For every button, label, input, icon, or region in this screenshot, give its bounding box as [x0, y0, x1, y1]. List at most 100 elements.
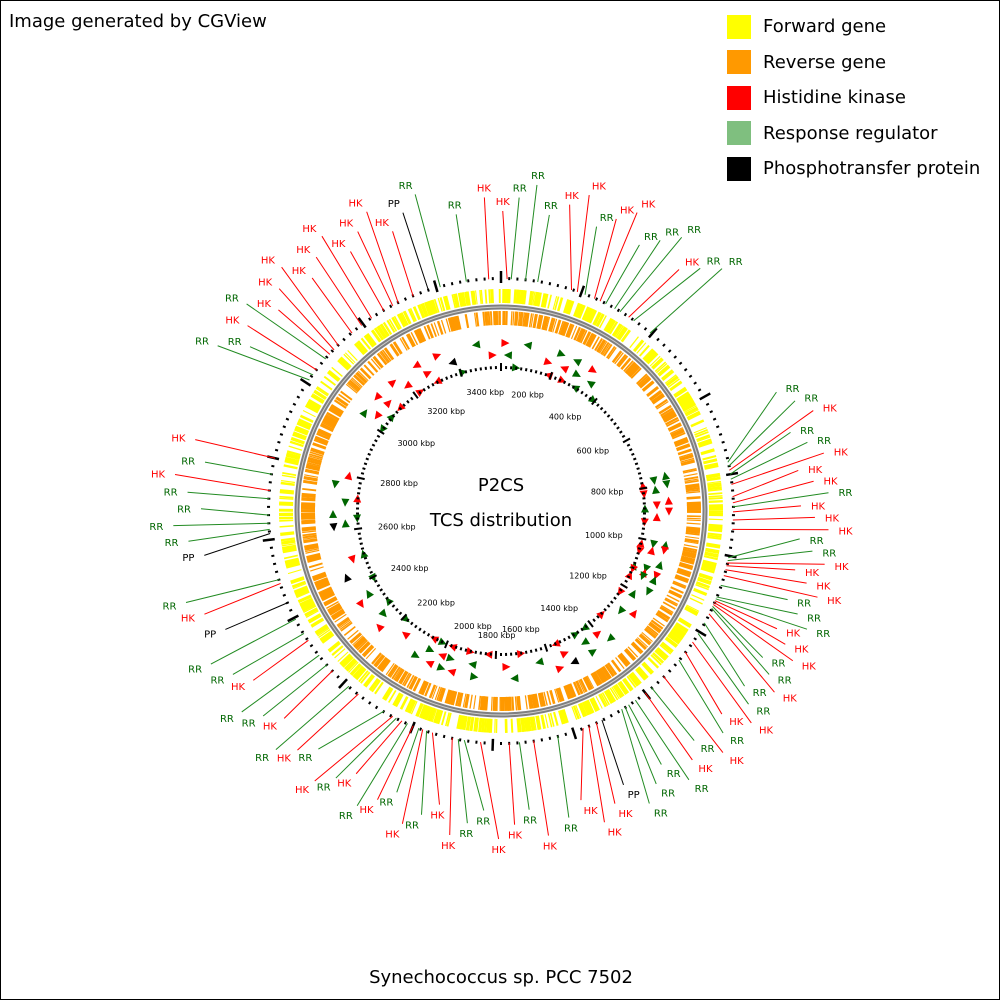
- forward-gene-mark: [404, 310, 412, 324]
- legend-label-histidine-kinase: Histidine kinase: [763, 87, 906, 109]
- forward-gene-mark: [344, 352, 356, 364]
- forward-gene-mark: [321, 633, 335, 644]
- reverse-gene-mark: [409, 676, 418, 690]
- outer-minor-tick: [667, 349, 672, 353]
- reverse-gene-mark: [597, 339, 607, 353]
- callout-line: [712, 606, 764, 658]
- reverse-gene-mark: [532, 693, 538, 709]
- outer-minor-tick: [389, 304, 393, 309]
- reverse-gene-mark: [648, 623, 660, 634]
- feature-marker-hk: [383, 399, 392, 409]
- forward-gene-mark: [584, 700, 593, 715]
- scale-minor-tick: [567, 635, 571, 640]
- forward-gene-mark: [559, 709, 567, 724]
- feature-marker-rr: [650, 539, 659, 549]
- reverse-gene-mark: [685, 535, 700, 539]
- forward-gene-mark: [339, 653, 352, 666]
- reverse-gene-mark: [636, 373, 648, 385]
- reverse-gene-mark: [357, 370, 369, 382]
- scale-minor-tick: [440, 378, 444, 382]
- outer-minor-tick: [309, 374, 314, 379]
- scale-minor-tick: [469, 649, 473, 653]
- reverse-gene-mark: [353, 637, 367, 649]
- scale-minor-tick: [459, 647, 463, 651]
- scale-minor-tick: [371, 443, 376, 447]
- outer-major-tick: [432, 280, 439, 293]
- outer-minor-tick: [693, 637, 697, 641]
- callout-line: [275, 685, 350, 750]
- reverse-gene-mark: [557, 687, 564, 702]
- forward-gene-mark: [614, 683, 625, 698]
- reverse-gene-mark: [558, 320, 564, 335]
- outer-major-tick: [647, 327, 658, 339]
- forward-gene-mark: [600, 693, 609, 707]
- forward-gene-mark: [473, 717, 479, 732]
- reverse-gene-mark: [322, 417, 337, 427]
- feature-marker-rr: [662, 479, 671, 489]
- scale-major-tick: [591, 397, 598, 406]
- callout-label-hk: HK: [835, 562, 850, 573]
- reverse-gene-mark: [603, 343, 613, 357]
- forward-gene-mark: [654, 649, 667, 661]
- forward-gene-mark: [695, 583, 709, 591]
- forward-gene-mark: [705, 547, 720, 552]
- forward-gene-mark: [437, 297, 443, 312]
- forward-gene-mark: [581, 306, 590, 321]
- forward-gene-mark: [661, 369, 673, 380]
- callout-label-rr: RR: [399, 181, 413, 192]
- reverse-gene-mark: [451, 691, 458, 706]
- scale-minor-tick: [619, 588, 623, 592]
- legend-label-reverse-gene: Reverse gene: [763, 51, 887, 73]
- forward-gene-mark: [681, 400, 695, 409]
- forward-gene-mark: [664, 636, 678, 648]
- forward-gene-mark: [613, 324, 623, 338]
- outer-minor-tick: [348, 686, 352, 690]
- reverse-gene-mark: [584, 676, 594, 690]
- outer-minor-tick: [458, 280, 462, 284]
- reverse-gene-mark: [301, 492, 316, 497]
- scale-label: 2200 kbp: [417, 598, 455, 607]
- outer-minor-tick: [587, 294, 591, 298]
- forward-gene-mark: [304, 608, 319, 617]
- callout-label-hk: HK: [827, 596, 842, 607]
- forward-gene-mark: [393, 315, 402, 329]
- outer-minor-tick: [630, 701, 634, 705]
- callout-line: [249, 346, 314, 376]
- reverse-gene-mark: [310, 566, 324, 572]
- reverse-gene-mark: [335, 396, 349, 407]
- reverse-gene-mark: [582, 331, 592, 346]
- scale-minor-tick: [449, 643, 453, 648]
- forward-gene-mark: [313, 390, 327, 400]
- forward-gene-mark: [516, 289, 521, 304]
- callout-label-rr: RR: [225, 294, 239, 305]
- scale-minor-tick: [358, 537, 362, 540]
- callout-line: [232, 633, 305, 675]
- forward-gene-mark: [707, 536, 722, 540]
- callout-label-rr: RR: [701, 744, 715, 755]
- forward-gene-mark: [295, 589, 310, 598]
- reverse-gene-mark: [525, 312, 530, 327]
- forward-gene-mark: [286, 450, 301, 457]
- callout-line: [533, 740, 549, 836]
- outer-minor-tick: [656, 680, 660, 685]
- forward-gene-mark: [675, 622, 689, 632]
- forward-gene-mark: [673, 387, 688, 398]
- callout-label-rr: RR: [181, 457, 195, 468]
- callout-line: [278, 309, 331, 355]
- callout-label-hk: HK: [337, 778, 352, 789]
- scale-minor-tick: [553, 642, 557, 646]
- forward-gene-mark: [371, 679, 381, 693]
- outer-minor-tick: [361, 696, 365, 700]
- reverse-gene-mark: [474, 312, 477, 327]
- feature-marker-hk: [374, 410, 383, 420]
- forward-gene-mark: [658, 365, 671, 377]
- reverse-gene-mark: [674, 575, 689, 584]
- feature-marker-rr: [469, 672, 479, 681]
- forward-gene-mark: [466, 291, 471, 306]
- reverse-gene-mark: [313, 439, 328, 446]
- scale-minor-tick: [619, 430, 623, 434]
- forward-gene-mark: [387, 690, 397, 703]
- callout-line: [210, 618, 297, 665]
- reverse-gene-mark: [338, 393, 351, 404]
